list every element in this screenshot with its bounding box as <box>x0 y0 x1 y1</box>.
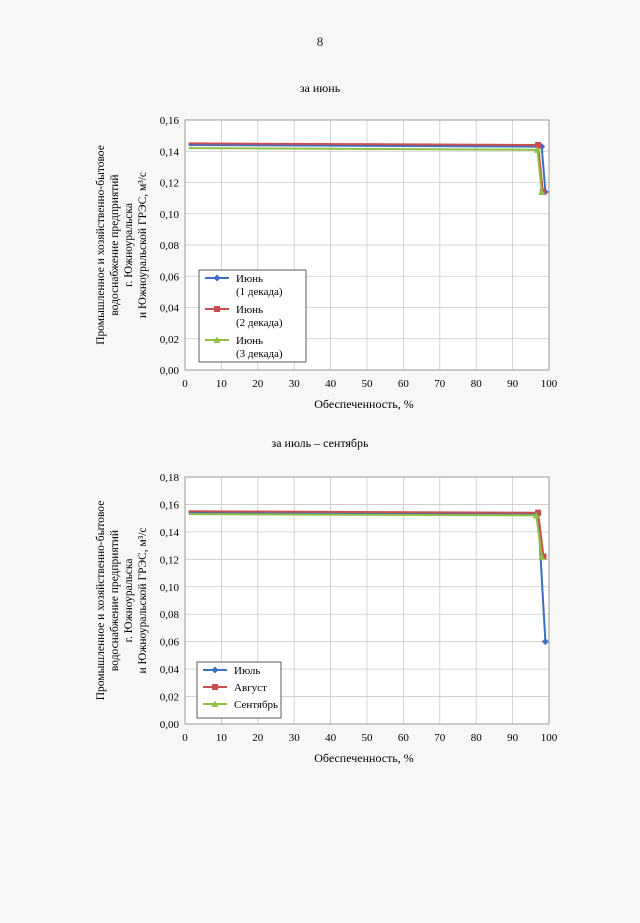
x-tick-label: 70 <box>434 732 446 744</box>
chart-title: за июль – сентябрь <box>271 436 369 450</box>
legend-label: (3 декада) <box>236 348 283 360</box>
data-point <box>541 638 549 646</box>
plot-frame <box>184 119 550 371</box>
legend-item: Июнь(1 декада) <box>205 273 283 298</box>
legend-label: (1 декада) <box>236 286 283 298</box>
y-axis-label: Промышленное и хозяйственно-бытовое водос… <box>95 145 149 345</box>
data-point <box>533 146 541 153</box>
series-3 <box>188 146 546 195</box>
y-tick-label: 0,06 <box>160 637 180 649</box>
y-tick-label: 0,10 <box>160 209 180 221</box>
y-tick-label: 0,16 <box>160 499 180 511</box>
x-tick-label: 40 <box>325 378 337 390</box>
y-tick-label: 0,18 <box>160 472 180 484</box>
x-tick-label: 60 <box>398 732 410 744</box>
y-tick-label: 0,00 <box>160 365 180 377</box>
y-axis-label-line: Промышленное и хозяйственно-бытовое <box>95 501 107 701</box>
x-tick-label: 10 <box>216 732 228 744</box>
legend: Июль Август Сентябрь <box>196 661 282 719</box>
y-tick-label: 0,04 <box>160 303 180 315</box>
y-tick-label: 0,12 <box>160 554 179 566</box>
data-point <box>535 509 542 516</box>
page-number: 8 <box>316 34 324 49</box>
legend-marker <box>212 684 218 690</box>
legend-marker <box>211 700 219 707</box>
x-axis-label: Обеспеченность, % <box>314 397 414 411</box>
x-axis-label: Обеспеченность, % <box>314 751 414 765</box>
y-tick-label: 0,14 <box>160 527 180 539</box>
chart-june: за июнь 0,00 0,02 0,04 0,06 0,08 0,10 0,12 0,14 0… <box>95 81 558 411</box>
x-tick-label: 40 <box>325 732 337 744</box>
x-tick-label: 100 <box>541 378 558 390</box>
legend-label: Июнь <box>236 273 263 285</box>
legend-marker <box>213 274 221 282</box>
y-tick-label: 0,10 <box>160 582 180 594</box>
legend-item: Сентябрь <box>203 699 278 711</box>
y-tick-label: 0,02 <box>160 692 179 704</box>
x-tick-label: 30 <box>289 378 301 390</box>
y-axis-label: Промышленное и хозяйственно-бытовое водос… <box>95 501 149 701</box>
legend-item: Июнь(2 декада) <box>205 304 283 329</box>
series-3 <box>188 511 546 560</box>
y-tick-label: 0,16 <box>160 115 180 127</box>
legend-label: Июнь <box>236 335 263 347</box>
x-tick-label: 60 <box>398 378 410 390</box>
y-axis-label-line: водоснабжение предприятий <box>109 530 121 671</box>
chart-title: за июнь <box>300 81 341 95</box>
legend-label: Июнь <box>236 304 263 316</box>
x-tick-label: 80 <box>471 378 483 390</box>
y-axis-label-line: г. Южноуральска <box>123 203 135 287</box>
x-tick-label: 80 <box>471 732 483 744</box>
legend-marker <box>213 336 221 343</box>
x-tick-label: 20 <box>252 732 264 744</box>
legend-item: Август <box>203 682 267 694</box>
data-point <box>535 142 542 148</box>
x-tick-label: 30 <box>289 732 301 744</box>
y-tick-label: 0,04 <box>160 664 180 676</box>
x-tick-label: 90 <box>507 378 519 390</box>
x-tick-label: 50 <box>362 378 374 390</box>
legend: Июнь(1 декада)Июнь(2 декада)Июнь(3 декад… <box>198 269 307 363</box>
data-point <box>532 511 540 519</box>
x-tick-label: 0 <box>182 378 188 390</box>
x-tick-label: 0 <box>182 732 188 744</box>
y-tick-label: 0,08 <box>160 240 180 252</box>
legend-label: (2 декада) <box>236 317 283 329</box>
y-tick-label: 0,00 <box>160 719 180 731</box>
y-axis-label-line: г. Южноуральска <box>123 559 135 643</box>
y-axis-label-line: и Южноуральской ГРЭС, м³/с <box>137 172 149 318</box>
y-axis-label-line: и Южноуральской ГРЭС, м³/с <box>137 527 149 673</box>
plot-frame <box>184 476 550 725</box>
x-tick-label: 100 <box>541 732 558 744</box>
x-tick-label: 10 <box>216 378 228 390</box>
chart-july-september: за июль – сентябрь 0,00 0,02 0,04 0,06 0,08 0,… <box>95 436 558 765</box>
legend-marker <box>214 306 220 312</box>
legend-label: Июль <box>234 665 260 677</box>
x-tick-label: 90 <box>507 732 519 744</box>
legend-box <box>196 661 282 719</box>
x-tick-label: 50 <box>362 732 374 744</box>
legend-item: Июль <box>203 665 260 677</box>
x-tick-label: 70 <box>434 378 446 390</box>
y-tick-label: 0,12 <box>160 178 179 190</box>
legend-label: Август <box>234 682 267 694</box>
data-point <box>538 553 546 560</box>
y-tick-label: 0,14 <box>160 146 180 158</box>
data-point <box>538 188 546 195</box>
y-tick-label: 0,08 <box>160 609 180 621</box>
y-axis-label-line: водоснабжение предприятий <box>109 174 121 315</box>
legend-box <box>198 269 307 363</box>
x-tick-label: 20 <box>252 378 264 390</box>
y-axis-label-line: Промышленное и хозяйственно-бытовое <box>95 145 107 345</box>
legend-item: Июнь(3 декада) <box>205 335 283 360</box>
y-tick-label: 0,06 <box>160 271 180 283</box>
legend-label: Сентябрь <box>234 699 278 711</box>
legend-marker <box>211 666 219 674</box>
y-tick-label: 0,02 <box>160 334 179 346</box>
